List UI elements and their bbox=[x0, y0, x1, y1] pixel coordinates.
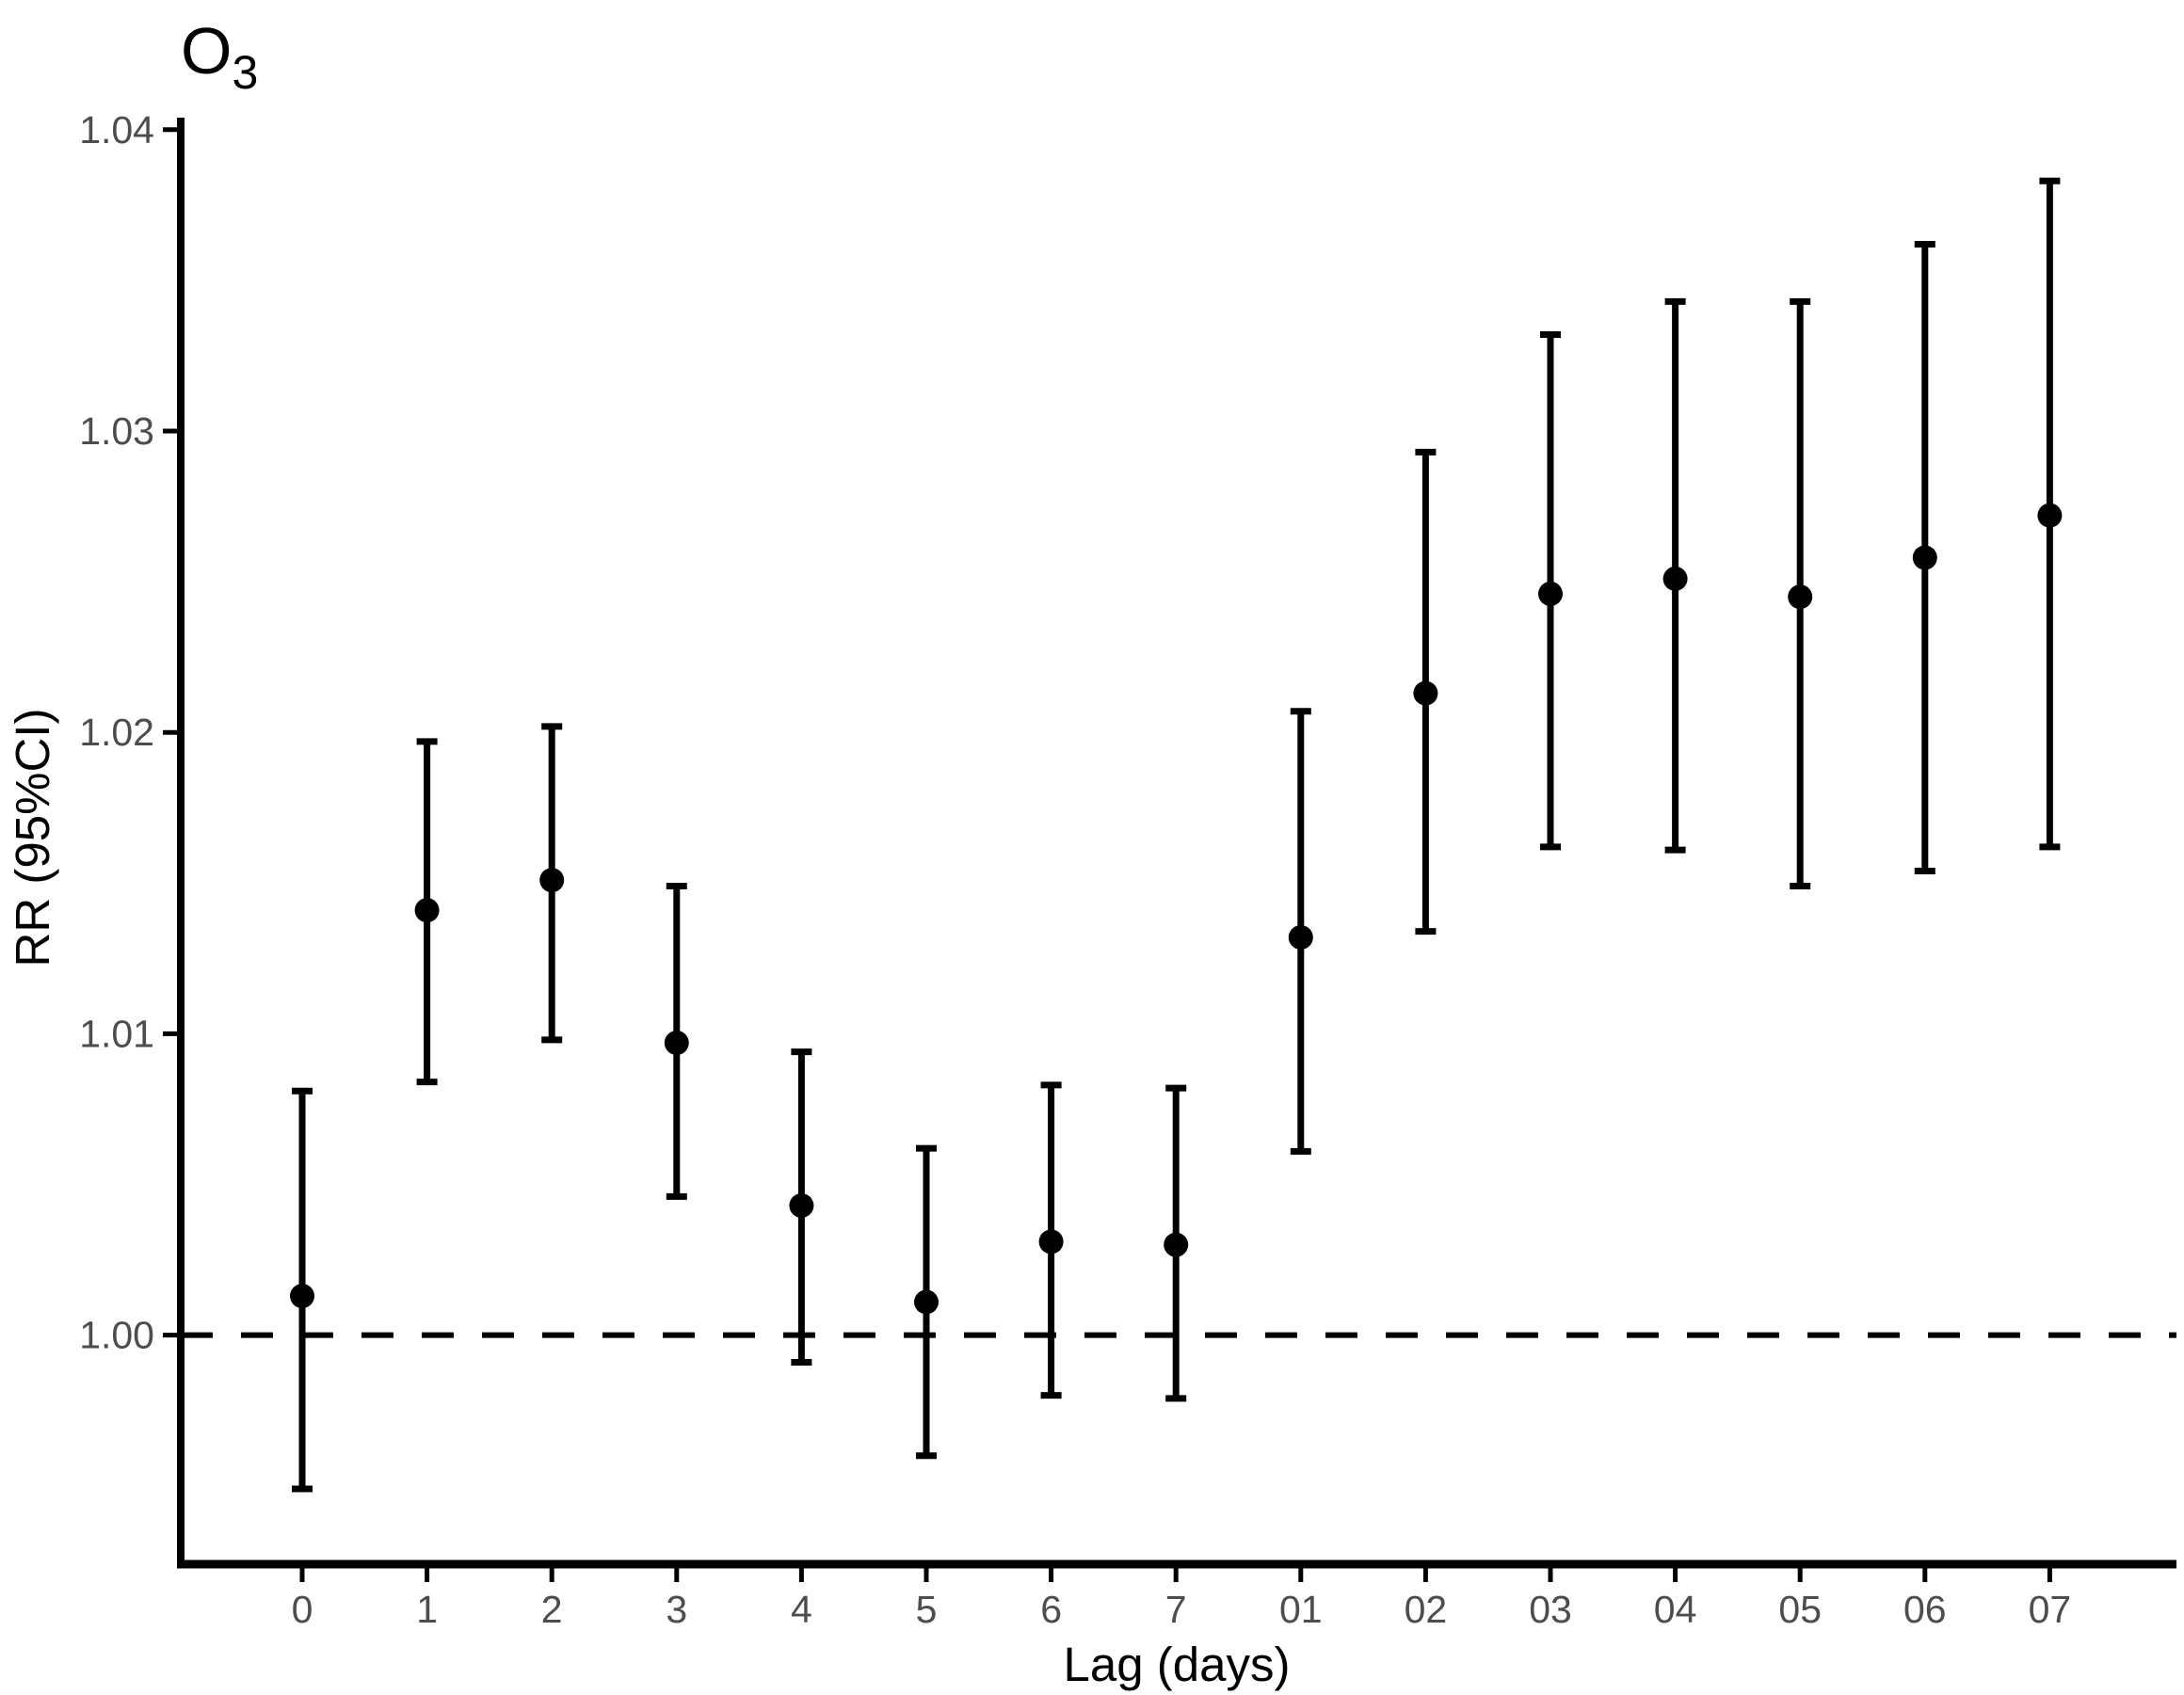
x-tick-label: 1 bbox=[416, 1588, 438, 1631]
plot-area: 1.001.011.021.031.040 1 2 3 4 5 6 7 01 02 03 04 05 06… bbox=[79, 108, 2176, 1631]
x-tick-label: 7 bbox=[1165, 1588, 1187, 1631]
chart-title-main: O bbox=[181, 14, 232, 88]
chart-title: O3 bbox=[181, 14, 258, 99]
x-tick-label: 06 bbox=[1903, 1588, 1947, 1631]
y-tick-label: 1.03 bbox=[79, 409, 154, 453]
point-estimate bbox=[1912, 545, 1937, 570]
point-estimate bbox=[1788, 584, 1813, 610]
x-tick-label: 01 bbox=[1279, 1588, 1323, 1631]
point-estimate bbox=[2037, 503, 2063, 528]
x-tick-label: 07 bbox=[2029, 1588, 2072, 1631]
x-tick-label: 4 bbox=[791, 1588, 812, 1631]
point-estimate bbox=[290, 1284, 314, 1309]
chart-title-subscript: 3 bbox=[232, 46, 258, 99]
x-tick-label: 6 bbox=[1040, 1588, 1062, 1631]
y-tick-label: 1.01 bbox=[79, 1012, 154, 1055]
point-estimate bbox=[414, 898, 440, 923]
x-tick-label: 02 bbox=[1405, 1588, 1448, 1631]
y-tick-label: 1.04 bbox=[79, 108, 154, 152]
point-estimate bbox=[664, 1031, 689, 1056]
point-estimate bbox=[1288, 924, 1313, 950]
point-estimate bbox=[1413, 680, 1438, 706]
point-estimate bbox=[1662, 566, 1688, 591]
x-tick-label: 2 bbox=[541, 1588, 563, 1631]
x-tick-label: 03 bbox=[1529, 1588, 1572, 1631]
point-estimate bbox=[539, 868, 565, 893]
x-tick-label: 0 bbox=[292, 1588, 313, 1631]
y-axis-label: RR (95%CI) bbox=[6, 709, 59, 967]
x-axis-label: Lag (days) bbox=[1064, 1638, 1291, 1691]
point-estimate bbox=[1538, 581, 1563, 606]
point-estimate bbox=[1038, 1229, 1064, 1255]
point-estimate bbox=[914, 1289, 939, 1315]
y-tick-label: 1.02 bbox=[79, 711, 154, 754]
point-estimate bbox=[1164, 1232, 1189, 1257]
x-tick-label: 5 bbox=[916, 1588, 938, 1631]
x-tick-label: 3 bbox=[666, 1588, 687, 1631]
x-tick-label: 04 bbox=[1654, 1588, 1697, 1631]
y-tick-label: 1.00 bbox=[79, 1314, 154, 1357]
point-estimate bbox=[789, 1192, 814, 1218]
x-tick-label: 05 bbox=[1778, 1588, 1822, 1631]
